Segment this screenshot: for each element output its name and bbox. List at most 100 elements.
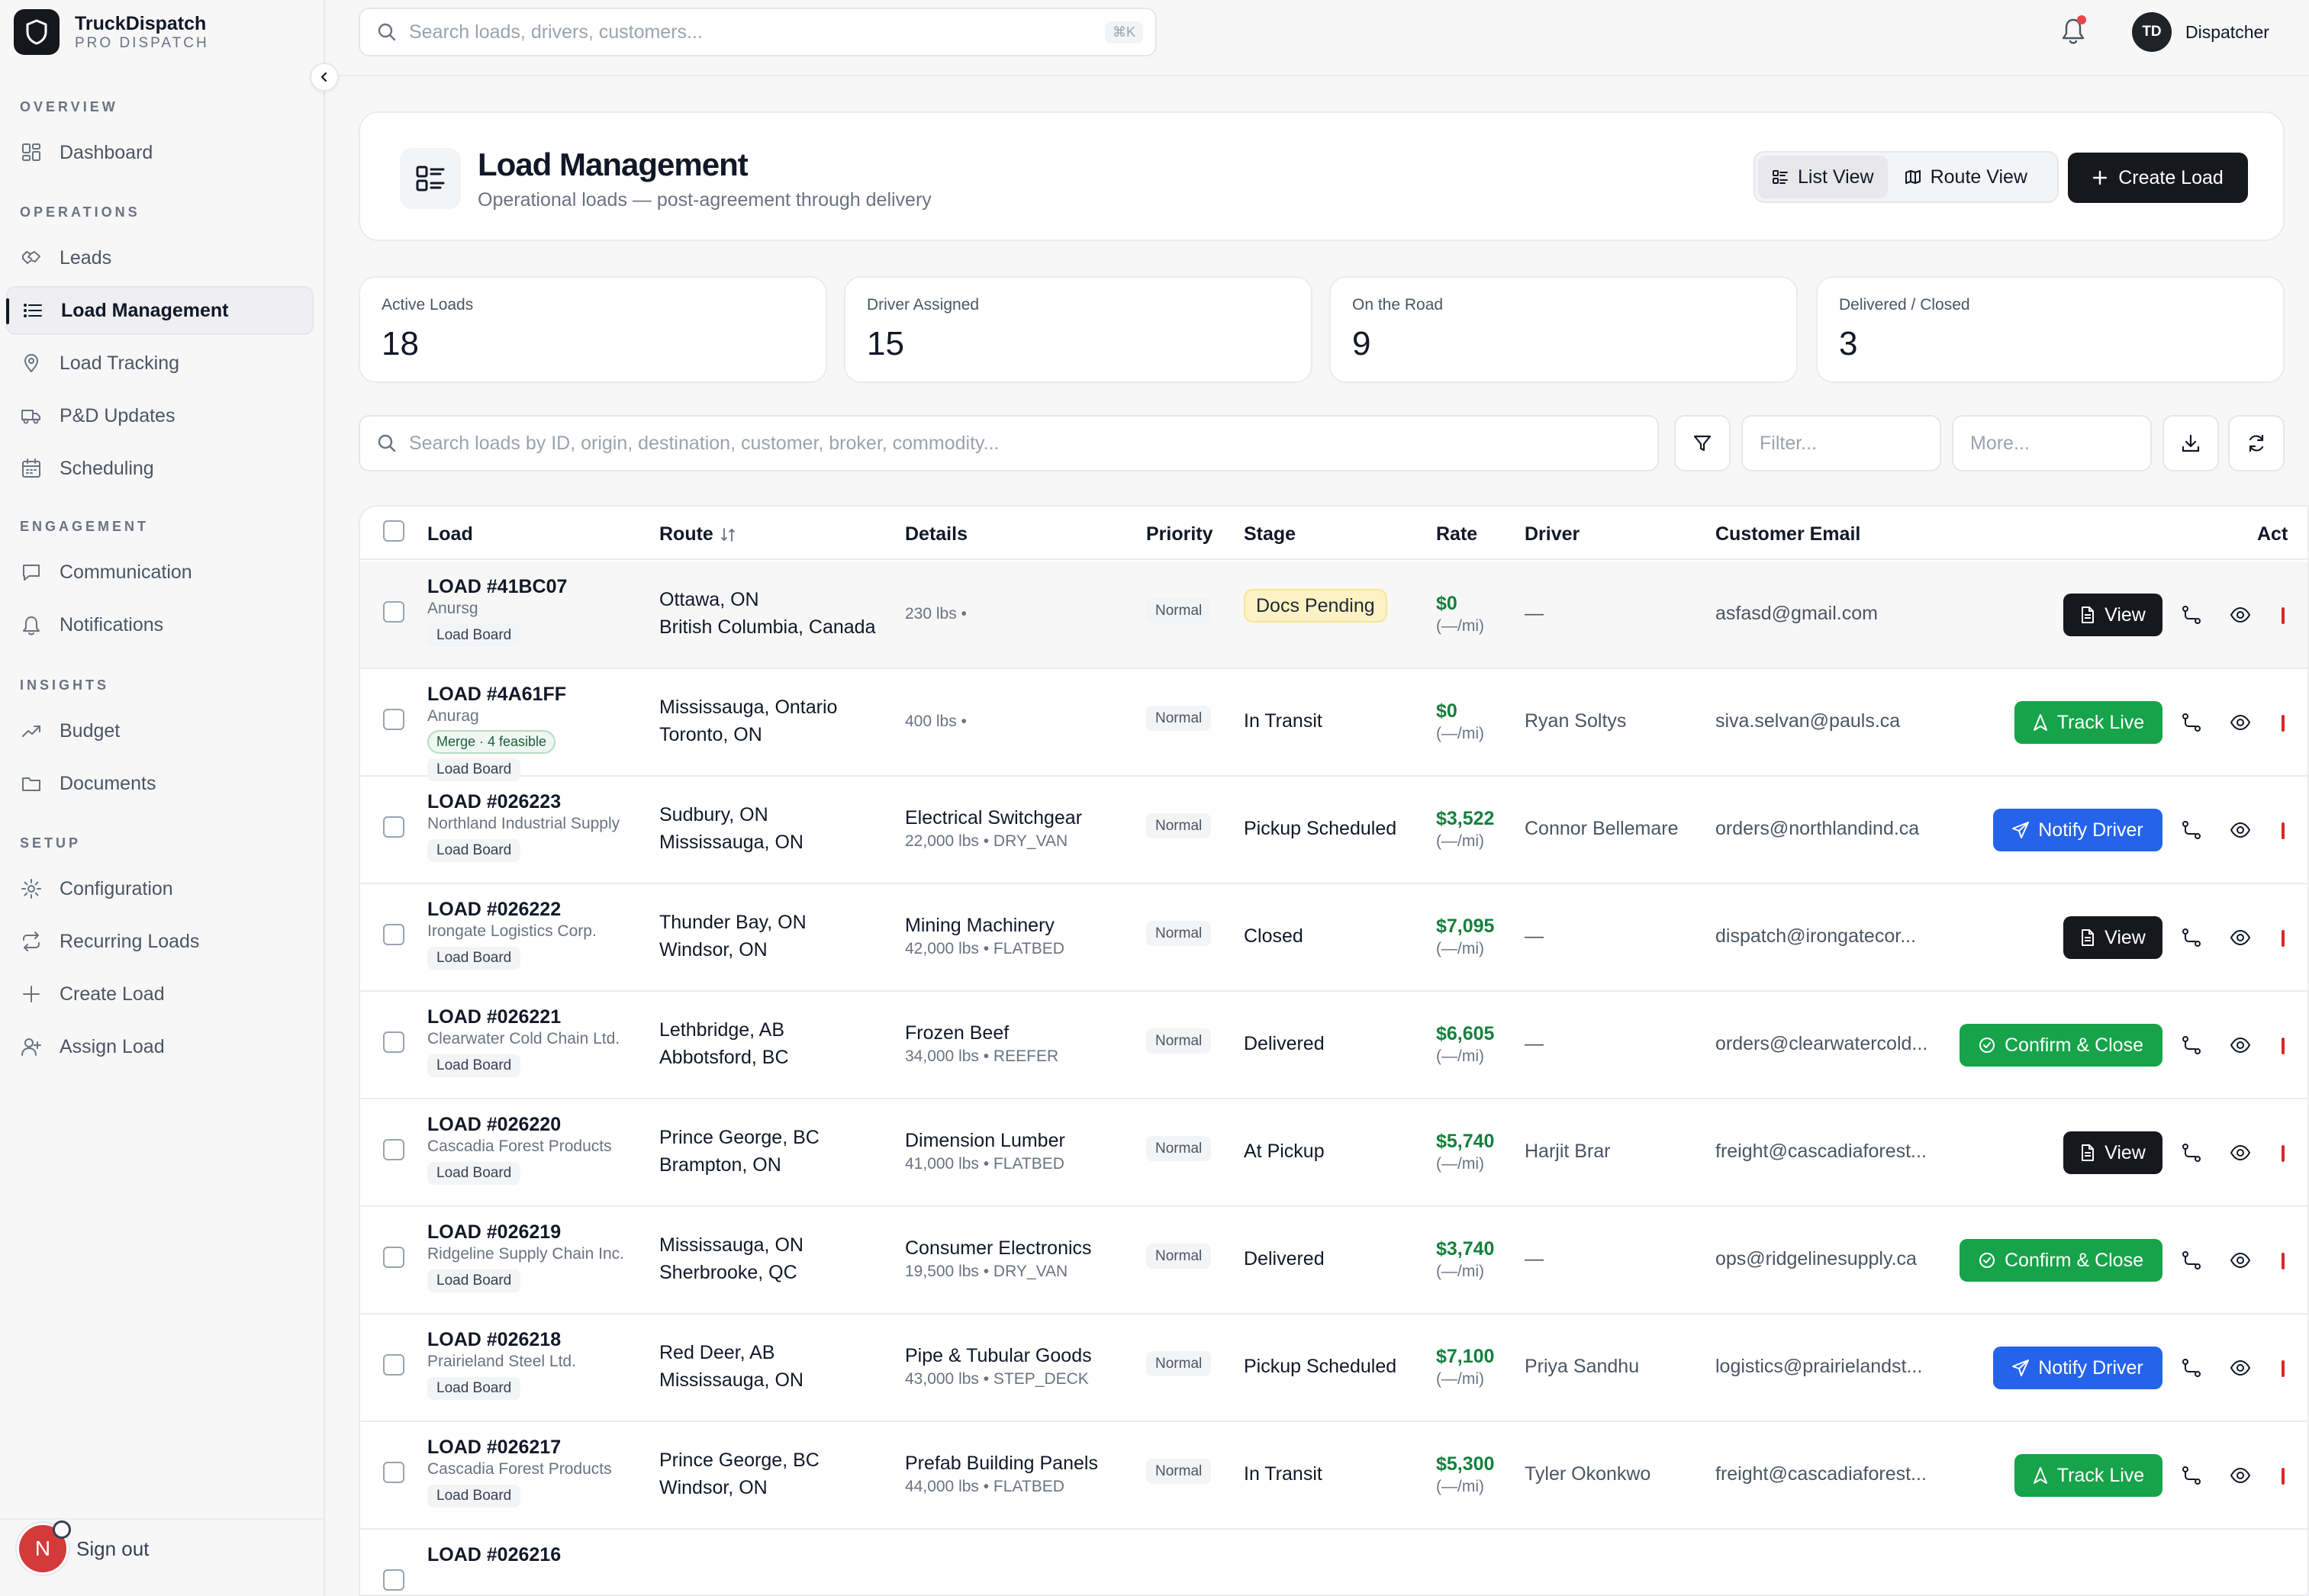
row-checkbox[interactable] [383, 816, 404, 838]
track-action-button[interactable]: Track Live [2014, 1454, 2162, 1497]
row-checkbox[interactable] [383, 1139, 404, 1160]
load-id[interactable]: LOAD #026223 [427, 791, 562, 812]
row-checkbox[interactable] [383, 924, 404, 945]
sidebar-item-assign-load[interactable]: Assign Load [6, 1022, 314, 1071]
customer-email[interactable]: siva.selvan@pauls.ca [1715, 710, 1901, 732]
load-id[interactable]: LOAD #026218 [427, 1329, 562, 1350]
sidebar-item-load-management[interactable]: Load Management [6, 286, 314, 335]
eye-icon[interactable] [2228, 1033, 2253, 1057]
customer-email[interactable]: dispatch@irongatecor... [1715, 925, 1917, 947]
table-row[interactable]: LOAD #026217 Cascadia Forest Products Load… [360, 1422, 2307, 1530]
download-button[interactable] [2162, 415, 2219, 471]
confirm-action-button[interactable]: Confirm & Close [1960, 1239, 2162, 1282]
merge-badge[interactable]: Merge · 4 feasible [427, 730, 556, 754]
route-icon[interactable] [2179, 1248, 2204, 1273]
route-icon[interactable] [2179, 1141, 2204, 1165]
column-header-load[interactable]: Load [427, 523, 473, 545]
customer-email[interactable]: ops@ridgelinesupply.ca [1715, 1248, 1917, 1269]
customer-email[interactable]: orders@clearwatercold... [1715, 1033, 1928, 1054]
eye-icon[interactable] [2228, 925, 2253, 950]
more-filter-input[interactable]: More... [1952, 415, 2152, 471]
column-header-stage[interactable]: Stage [1244, 523, 1296, 545]
eye-icon[interactable] [2228, 1248, 2253, 1273]
delete-icon[interactable] [2282, 822, 2285, 839]
delete-icon[interactable] [2282, 1145, 2285, 1162]
sidebar-item-documents[interactable]: Documents [6, 759, 314, 808]
column-header-priority[interactable]: Priority [1146, 523, 1213, 545]
eye-icon[interactable] [2228, 1141, 2253, 1165]
sidebar-item-budget[interactable]: Budget [6, 706, 314, 755]
column-header-route[interactable]: Route [659, 523, 736, 545]
table-row[interactable]: LOAD #026221 Clearwater Cold Chain Ltd. Lo… [360, 992, 2307, 1099]
table-row[interactable]: LOAD #026222 Irongate Logistics Corp. Load… [360, 884, 2307, 992]
load-id[interactable]: LOAD #026222 [427, 899, 562, 920]
select-all-checkbox[interactable] [383, 520, 404, 542]
route-icon[interactable] [2179, 710, 2204, 735]
delete-icon[interactable] [2282, 607, 2285, 624]
route-icon[interactable] [2179, 925, 2204, 950]
load-id[interactable]: LOAD #41BC07 [427, 576, 568, 597]
view-action-button[interactable]: View [2063, 594, 2162, 636]
load-id[interactable]: LOAD #026221 [427, 1006, 562, 1028]
customer-email[interactable]: orders@northlandind.ca [1715, 818, 1920, 839]
confirm-action-button[interactable]: Confirm & Close [1960, 1024, 2162, 1067]
view-action-button[interactable]: View [2063, 916, 2162, 959]
notify-action-button[interactable]: Notify Driver [1993, 1347, 2162, 1389]
load-id[interactable]: LOAD #026219 [427, 1221, 562, 1243]
row-checkbox[interactable] [383, 1569, 404, 1591]
eye-icon[interactable] [2228, 818, 2253, 842]
load-id[interactable]: LOAD #026216 [427, 1544, 562, 1565]
column-header-details[interactable]: Details [905, 523, 968, 545]
row-checkbox[interactable] [383, 1354, 404, 1376]
notify-action-button[interactable]: Notify Driver [1993, 809, 2162, 851]
column-header-customer-email[interactable]: Customer Email [1715, 523, 1861, 545]
delete-icon[interactable] [2282, 1253, 2285, 1269]
global-search-input[interactable]: Search loads, drivers, customers... ⌘K [359, 8, 1157, 56]
brand[interactable]: TruckDispatch PRO DISPATCH [14, 9, 209, 55]
table-row[interactable]: LOAD #026218 Prairieland Steel Ltd. Load B… [360, 1314, 2307, 1422]
route-icon[interactable] [2179, 1356, 2204, 1380]
row-checkbox[interactable] [383, 709, 404, 730]
delete-icon[interactable] [2282, 1360, 2285, 1377]
row-checkbox[interactable] [383, 1031, 404, 1053]
loads-search-input[interactable]: Search loads by ID, origin, destination,… [359, 415, 1659, 471]
collapse-sidebar-button[interactable] [310, 63, 339, 92]
customer-email[interactable]: logistics@prairielandst... [1715, 1356, 1923, 1377]
table-row[interactable]: LOAD #41BC07 Anursg Load Board Ottawa, ON Br… [360, 561, 2307, 669]
row-checkbox[interactable] [383, 1462, 404, 1483]
eye-icon[interactable] [2228, 1356, 2253, 1380]
sidebar-item-communication[interactable]: Communication [6, 548, 314, 597]
route-icon[interactable] [2179, 1463, 2204, 1488]
sidebar-item-recurring-loads[interactable]: Recurring Loads [6, 917, 314, 966]
sidebar-item-create-load[interactable]: Create Load [6, 970, 314, 1018]
sidebar-item-leads[interactable]: Leads [6, 233, 314, 282]
eye-icon[interactable] [2228, 1463, 2253, 1488]
sidebar-item-p-d-updates[interactable]: P&D Updates [6, 391, 314, 440]
list-view-button[interactable]: List View [1758, 156, 1888, 198]
row-checkbox[interactable] [383, 601, 404, 623]
eye-icon[interactable] [2228, 710, 2253, 735]
create-load-button[interactable]: Create Load [2068, 153, 2248, 203]
table-row[interactable]: LOAD #4A61FF Anurag Merge · 4 feasible Load… [360, 669, 2307, 781]
route-icon[interactable] [2179, 1033, 2204, 1057]
delete-icon[interactable] [2282, 1038, 2285, 1054]
column-header-driver[interactable]: Driver [1525, 523, 1580, 545]
row-checkbox[interactable] [383, 1247, 404, 1268]
route-icon[interactable] [2179, 603, 2204, 627]
sidebar-item-configuration[interactable]: Configuration [6, 864, 314, 913]
table-row[interactable]: LOAD #026223 Northland Industrial Supply L… [360, 777, 2307, 884]
customer-email[interactable]: freight@cascadiaforest... [1715, 1141, 1927, 1162]
customer-email[interactable]: freight@cascadiaforest... [1715, 1463, 1927, 1485]
column-header-rate[interactable]: Rate [1436, 523, 1478, 545]
eye-icon[interactable] [2228, 603, 2253, 627]
track-action-button[interactable]: Track Live [2014, 701, 2162, 744]
customer-email[interactable]: asfasd@gmail.com [1715, 603, 1878, 624]
sidebar-item-notifications[interactable]: Notifications [6, 600, 314, 649]
sidebar-item-load-tracking[interactable]: Load Tracking [6, 339, 314, 388]
delete-icon[interactable] [2282, 1468, 2285, 1485]
delete-icon[interactable] [2282, 930, 2285, 947]
load-id[interactable]: LOAD #4A61FF [427, 684, 566, 705]
refresh-button[interactable] [2228, 415, 2285, 471]
signout-button[interactable]: N Sign out [17, 1520, 149, 1575]
filter-input[interactable]: Filter... [1741, 415, 1941, 471]
